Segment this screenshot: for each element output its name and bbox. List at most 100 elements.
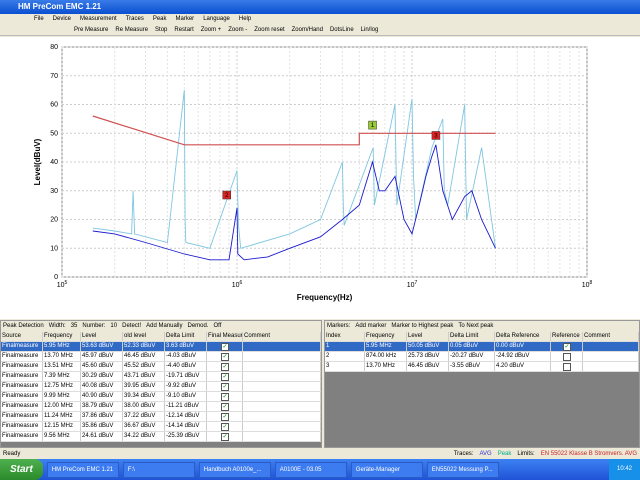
table-cell: ✓ xyxy=(207,342,243,351)
table-row[interactable]: Finalmeasure 13.70 MHz 45.97 dBuV 46.45 dBu… xyxy=(1,352,321,362)
toolbar-item[interactable]: Add Manually xyxy=(146,323,183,329)
y-axis-title: Level(dBuV) xyxy=(33,138,42,185)
toolbar-button[interactable]: Restart xyxy=(174,27,194,33)
task-button[interactable]: EN55022 Messung P... xyxy=(426,461,499,478)
table-row[interactable]: 3 13.70 MHz 46.45 dBuV -3.55 dBuV 4.20 dBuV xyxy=(325,362,639,372)
marker[interactable] xyxy=(222,190,232,200)
menu-item[interactable]: File xyxy=(34,16,44,22)
toolbar-button[interactable]: DotsLine xyxy=(329,27,354,33)
toolbar-button[interactable]: Pre Measure xyxy=(74,27,109,33)
toolbar-item[interactable]: Width: xyxy=(48,323,66,329)
toolbar: Pre Measure Re Measure Stop Restart Zoom + Zo… xyxy=(0,24,640,36)
menu-item[interactable]: Measurement xyxy=(80,16,117,22)
toolbar-item[interactable]: Detect! xyxy=(122,323,142,329)
toolbar-button[interactable]: Stop xyxy=(155,27,168,33)
column-header: Comment xyxy=(243,332,321,341)
checkbox[interactable] xyxy=(563,363,571,371)
task-button[interactable]: A0100E - 03.05 xyxy=(274,461,347,478)
table-row[interactable]: Finalmeasure 7.39 MHz 30.29 dBuV 43.71 dBuV… xyxy=(1,372,321,382)
menu-item[interactable]: Peak xyxy=(152,16,167,22)
checkbox[interactable]: ✓ xyxy=(221,433,229,441)
toolbar-button[interactable]: Zoom + xyxy=(200,27,222,33)
toolbar-item[interactable]: To Next peak xyxy=(458,323,494,329)
table-cell xyxy=(243,432,321,441)
toolbar-item[interactable]: Demod. xyxy=(187,323,209,329)
table-row[interactable]: Finalmeasure 12.75 MHz 40.08 dBuV 39.95 dBu… xyxy=(1,382,321,392)
toolbar-button[interactable]: Zoom reset xyxy=(254,27,285,33)
x-tick-exponent: 8 xyxy=(590,280,593,286)
task-button[interactable]: HM PreCom EMC 1.21 xyxy=(46,461,119,478)
toolbar-item[interactable]: Off xyxy=(213,323,222,329)
table-cell xyxy=(243,412,321,421)
table-row[interactable]: 2 874.00 kHz 25.73 dBuV -20.27 dBuV -24.92 d… xyxy=(325,352,639,362)
toolbar-button[interactable]: Lin/log xyxy=(360,27,379,33)
column-header: Source xyxy=(1,332,43,341)
table-cell: -4.40 dBuV xyxy=(165,362,207,371)
task-button[interactable]: F:\ xyxy=(122,461,195,478)
menu-item[interactable]: Device xyxy=(52,16,72,22)
checkbox[interactable]: ✓ xyxy=(221,393,229,401)
checkbox[interactable]: ✓ xyxy=(563,343,571,351)
toolbar-item[interactable]: Add marker xyxy=(355,323,387,329)
table-row[interactable]: Finalmeasure 11.24 MHz 37.86 dBuV 37.22 dBu… xyxy=(1,412,321,422)
table-cell xyxy=(583,362,639,371)
table-header: Index Frequency Level Delta Limit Delta Refe… xyxy=(325,332,639,342)
checkbox[interactable]: ✓ xyxy=(221,373,229,381)
toolbar-button[interactable]: Zoom/Hand xyxy=(291,27,323,33)
toolbar-item[interactable]: 10 xyxy=(110,323,118,329)
x-tick-label: 105 xyxy=(57,280,68,289)
panel-toolbar: Peak Detection Width: 35 Number: 10 Detect! Ad… xyxy=(1,321,321,332)
checkbox[interactable]: ✓ xyxy=(221,353,229,361)
table-cell: ✓ xyxy=(207,352,243,361)
table-row[interactable]: Finalmeasure 12.15 MHz 35.86 dBuV 36.67 dBu… xyxy=(1,422,321,432)
checkbox[interactable]: ✓ xyxy=(221,403,229,411)
plot-area xyxy=(61,46,588,278)
table-cell: 38.00 dBuV xyxy=(123,402,165,411)
table-cell: ✓ xyxy=(207,372,243,381)
marker-label: 2 xyxy=(225,193,229,199)
checkbox[interactable]: ✓ xyxy=(221,363,229,371)
table-cell: 38.79 dBuV xyxy=(81,402,123,411)
table-cell: -12.14 dBuV xyxy=(165,412,207,421)
table-row[interactable]: Finalmeasure 13.51 MHz 45.60 dBuV 45.52 dBu… xyxy=(1,362,321,372)
x-tick-exponent: 6 xyxy=(240,280,243,286)
toolbar-item[interactable]: Marker to Highest peak xyxy=(391,323,454,329)
task-button[interactable]: Handbuch A0100e_... xyxy=(198,461,271,478)
trace-line xyxy=(92,115,496,146)
table-cell: ✓ xyxy=(207,362,243,371)
menu-item[interactable]: Marker xyxy=(175,16,195,22)
x-tick-base: 10 xyxy=(57,282,65,289)
toolbar-item[interactable]: 35 xyxy=(70,323,78,329)
table-cell: -3.55 dBuV xyxy=(449,362,495,371)
table-row[interactable]: 1 5.95 MHz 50.05 dBuV 0.05 dBuV 0.00 dBuV ✓ xyxy=(325,342,639,352)
checkbox[interactable]: ✓ xyxy=(221,413,229,421)
marker[interactable] xyxy=(368,120,377,130)
toolbar-item[interactable]: Markers: xyxy=(327,323,351,329)
table-cell xyxy=(583,342,639,351)
toolbar-item[interactable]: Number: xyxy=(82,323,106,329)
marker[interactable] xyxy=(431,131,441,140)
trace-line xyxy=(92,90,496,249)
checkbox[interactable]: ✓ xyxy=(221,383,229,391)
checkbox[interactable]: ✓ xyxy=(221,343,229,351)
toolbar-button[interactable]: Re Measure xyxy=(115,27,149,33)
checkbox[interactable]: ✓ xyxy=(221,423,229,431)
table-cell: 13.51 MHz xyxy=(43,362,81,371)
table-cell: -19.71 dBuV xyxy=(165,372,207,381)
table-cell: Finalmeasure xyxy=(1,382,43,391)
task-button[interactable]: Geräte-Manager xyxy=(350,461,423,478)
menu-item[interactable]: Language xyxy=(203,16,230,22)
menu-item[interactable]: Traces xyxy=(125,16,144,22)
status-text: Ready xyxy=(3,451,21,457)
table-row[interactable]: Finalmeasure 5.95 MHz 53.63 dBuV 52.33 dBuV… xyxy=(1,342,321,352)
menu-item[interactable]: Help xyxy=(238,16,252,22)
table-cell: 45.52 dBuV xyxy=(123,362,165,371)
table-row[interactable]: Finalmeasure 9.99 MHz 40.90 dBuV 39.34 dBuV… xyxy=(1,392,321,402)
table-cell: ✓ xyxy=(207,422,243,431)
table-row[interactable]: Finalmeasure 9.56 MHz 24.61 dBuV 34.22 dBuV… xyxy=(1,432,321,442)
toolbar-button[interactable]: Zoom - xyxy=(228,27,248,33)
start-button[interactable]: Start xyxy=(0,459,43,480)
checkbox[interactable] xyxy=(563,353,571,361)
table-row[interactable]: Finalmeasure 12.00 MHz 38.79 dBuV 38.00 dBu… xyxy=(1,402,321,412)
toolbar-item[interactable]: Peak Detection xyxy=(3,323,44,329)
